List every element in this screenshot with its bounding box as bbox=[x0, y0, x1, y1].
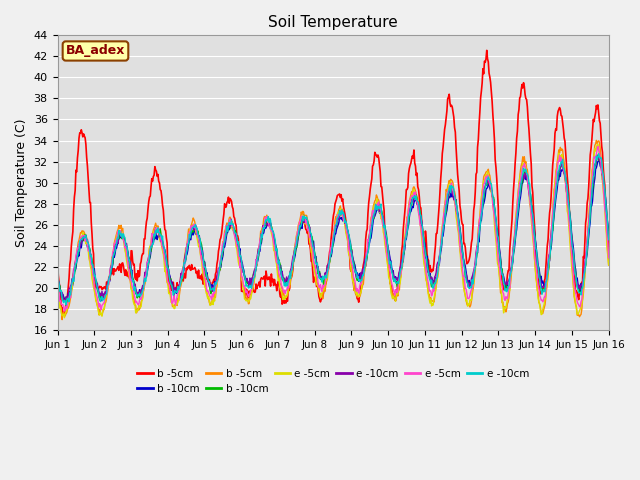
Legend: b -5cm, b -10cm, b -5cm, b -10cm, e -5cm, e -10cm, e -5cm, e -10cm: b -5cm, b -10cm, b -5cm, b -10cm, e -5cm… bbox=[133, 365, 533, 398]
Y-axis label: Soil Temperature (C): Soil Temperature (C) bbox=[15, 119, 28, 247]
Text: BA_adex: BA_adex bbox=[66, 45, 125, 58]
Title: Soil Temperature: Soil Temperature bbox=[268, 15, 398, 30]
